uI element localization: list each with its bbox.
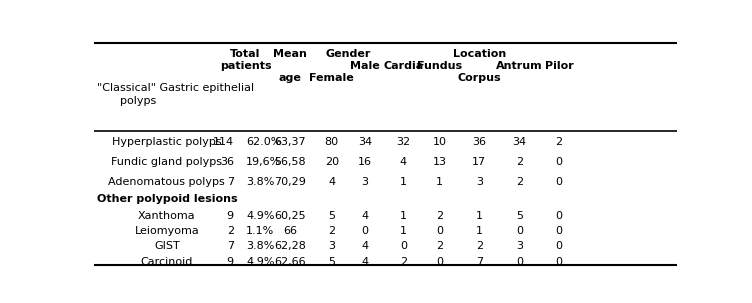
Text: 17: 17 [472,157,487,167]
Text: Fundus: Fundus [417,61,462,71]
Text: 0: 0 [400,241,407,251]
Text: 7: 7 [227,177,234,187]
Text: 9: 9 [227,211,234,221]
Text: 1: 1 [400,211,407,221]
Text: 4: 4 [362,257,368,267]
Text: 114: 114 [213,137,234,147]
Text: 0: 0 [556,177,562,187]
Text: 2: 2 [436,241,443,251]
Text: 1: 1 [400,177,407,187]
Text: 36: 36 [220,157,234,167]
Text: 2: 2 [328,226,335,236]
Text: 3.8%: 3.8% [246,177,274,187]
Text: 3: 3 [516,241,523,251]
Text: 0: 0 [556,226,562,236]
Text: 2: 2 [400,257,407,267]
Text: 3.8%: 3.8% [246,241,274,251]
Text: Other polypoid lesions: Other polypoid lesions [97,194,238,204]
Text: 19,6%: 19,6% [246,157,281,167]
Text: 1.1%: 1.1% [246,226,274,236]
Text: 2: 2 [516,177,523,187]
Text: 3: 3 [476,177,483,187]
Text: 16: 16 [358,157,372,167]
Text: 3: 3 [362,177,368,187]
Text: 62,66: 62,66 [274,257,305,267]
Text: 2: 2 [556,137,562,147]
Text: 0: 0 [556,157,562,167]
Text: Total: Total [230,49,261,59]
Text: 0: 0 [556,211,562,221]
Text: Hyperplastic polyps: Hyperplastic polyps [112,137,222,147]
Text: 2: 2 [436,211,443,221]
Text: 36: 36 [472,137,487,147]
Text: Carcinoid: Carcinoid [141,257,193,267]
Text: 0: 0 [436,226,443,236]
Text: Mean: Mean [273,49,307,59]
Text: 32: 32 [396,137,411,147]
Text: patients: patients [220,61,271,71]
Text: 62,28: 62,28 [274,241,306,251]
Text: 80: 80 [325,137,339,147]
Text: Male: Male [350,61,380,71]
Text: 9: 9 [227,257,234,267]
Text: 34: 34 [512,137,526,147]
Text: 66: 66 [283,226,297,236]
Text: 70,29: 70,29 [274,177,306,187]
Text: 4.9%: 4.9% [246,257,274,267]
Text: 2: 2 [516,157,523,167]
Text: GIST: GIST [154,241,180,251]
Text: Antrum: Antrum [496,61,543,71]
Text: 0: 0 [556,241,562,251]
Text: 4.9%: 4.9% [246,211,274,221]
Text: 56,58: 56,58 [274,157,305,167]
Text: 5: 5 [329,211,335,221]
Text: Cardia: Cardia [384,61,423,71]
Text: 0: 0 [516,226,523,236]
Text: 62.0%: 62.0% [246,137,281,147]
Text: Corpus: Corpus [457,72,501,82]
Text: 0: 0 [362,226,368,236]
Text: 4: 4 [362,211,368,221]
Text: 2: 2 [227,226,234,236]
Text: 5: 5 [329,257,335,267]
Text: Pilor: Pilor [544,61,574,71]
Text: Xanthoma: Xanthoma [138,211,196,221]
Text: 5: 5 [516,211,523,221]
Text: 3: 3 [329,241,335,251]
Text: 4: 4 [362,241,368,251]
Text: 4: 4 [400,157,407,167]
Text: age: age [278,72,302,82]
Text: 1: 1 [436,177,443,187]
Text: 1: 1 [476,211,483,221]
Text: 2: 2 [476,241,483,251]
Text: Leiomyoma: Leiomyoma [135,226,199,236]
Text: Adenomatous polyps: Adenomatous polyps [108,177,226,187]
Text: Fundic gland polyps: Fundic gland polyps [111,157,223,167]
Text: 1: 1 [400,226,407,236]
Text: "Classical" Gastric epithelial: "Classical" Gastric epithelial [97,83,254,93]
Text: 0: 0 [516,257,523,267]
Text: 7: 7 [476,257,483,267]
Text: polyps: polyps [120,96,156,106]
Text: 1: 1 [476,226,483,236]
Text: 10: 10 [432,137,447,147]
Text: 13: 13 [432,157,447,167]
Text: 60,25: 60,25 [274,211,305,221]
Text: 0: 0 [436,257,443,267]
Text: 0: 0 [556,257,562,267]
Text: 4: 4 [328,177,335,187]
Text: Location: Location [453,49,506,59]
Text: Gender: Gender [326,49,371,59]
Text: 34: 34 [358,137,372,147]
Text: Female: Female [309,72,354,82]
Text: 63,37: 63,37 [274,137,305,147]
Text: 20: 20 [325,157,339,167]
Text: 7: 7 [227,241,234,251]
